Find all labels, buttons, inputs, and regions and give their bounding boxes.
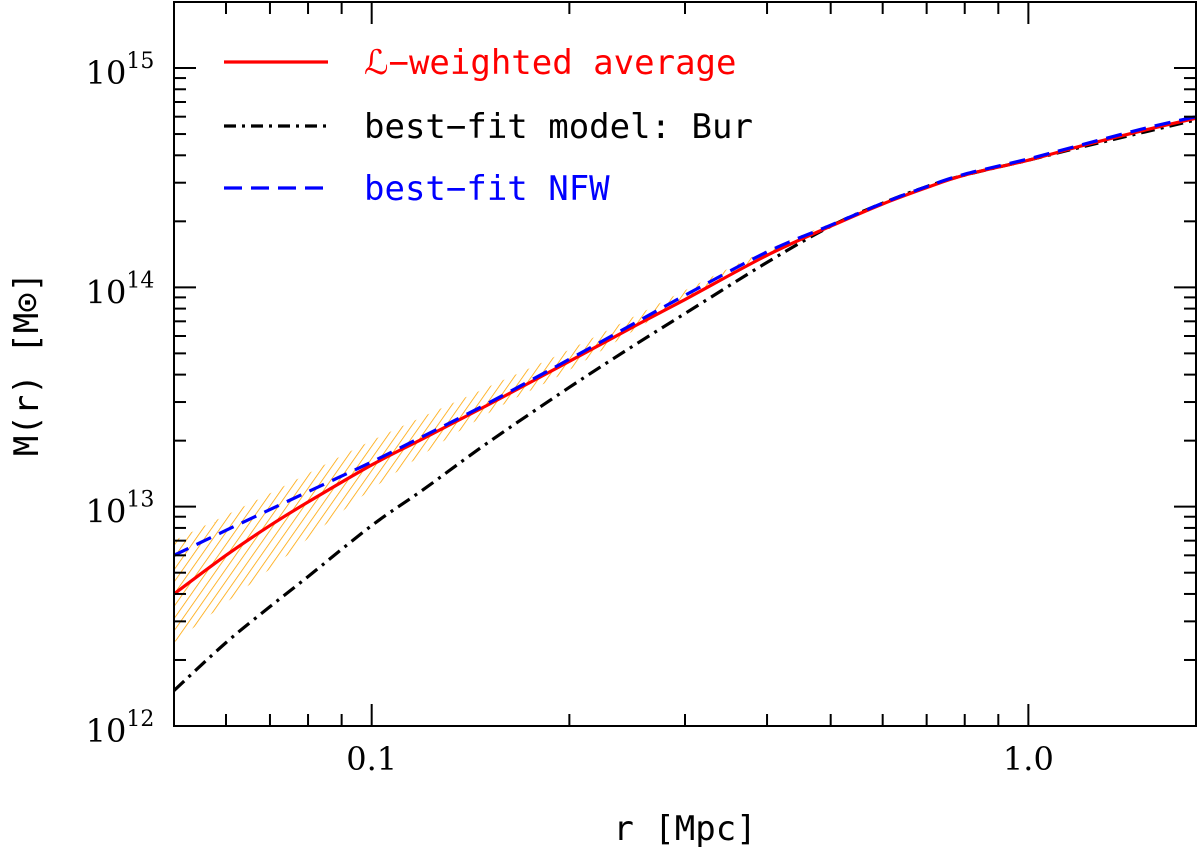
x-tick-label: 0.1 xyxy=(346,740,397,778)
y-tick-label: 1014 xyxy=(86,268,155,311)
y-tick-label: 1012 xyxy=(86,707,155,750)
axis-ticks xyxy=(173,1,1196,727)
legend-label: ℒ−weighted average xyxy=(364,43,736,83)
legend: ℒ−weighted average best−fit model: Bur bes… xyxy=(224,43,753,209)
plot-area xyxy=(174,115,1196,692)
y-tick-label: 1015 xyxy=(86,49,155,92)
axis-tick-labels: 0.1 1.0 1012 1013 1014 1015 xyxy=(86,49,1054,778)
x-tick-label: 1.0 xyxy=(1003,740,1054,778)
legend-label: best−fit model: Bur xyxy=(364,107,753,147)
plot-frame xyxy=(173,1,1197,727)
series-line-weighted-average xyxy=(174,116,1196,596)
y-axis-title: M(r) [M⊙] xyxy=(7,272,47,456)
x-axis-title: r [Mpc] xyxy=(613,809,756,849)
y-tick-label: 1013 xyxy=(86,488,155,531)
series-line-bur xyxy=(174,118,1196,692)
legend-label: best−fit NFW xyxy=(364,169,610,209)
series-line-nfw xyxy=(174,115,1196,557)
